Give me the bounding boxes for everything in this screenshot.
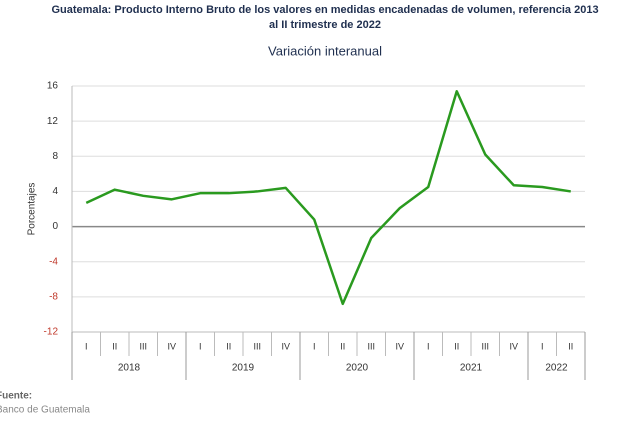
y-tick-label: 8 [52,151,58,162]
chart-title: al II trimestre de 2022 [269,19,381,31]
source-label: Fuente: [0,391,32,402]
y-tick-label: -4 [49,256,58,267]
chart-title: Guatemala: Producto Interno Bruto de los… [51,4,598,16]
x-tick-label: II [340,341,345,351]
x-tick-label: II [568,341,573,351]
y-tick-label: 0 [52,221,58,232]
x-tick-label: III [481,341,489,351]
x-tick-label: III [139,341,147,351]
y-tick-label: 16 [47,81,59,92]
x-tick-label: I [313,341,316,351]
x-tick-label: III [253,341,261,351]
source-text: Banco de Guatemala [0,405,90,416]
x-tick-label: IV [167,341,176,351]
x-tick-label: I [541,341,544,351]
x-tick-label: I [85,341,88,351]
x-tick-label: II [112,341,117,351]
x-tick-label: I [427,341,430,351]
x-group-label: 2021 [460,363,483,374]
x-tick-label: IV [509,341,518,351]
x-group-label: 2022 [545,363,568,374]
x-tick-label: IV [281,341,290,351]
x-group-label: 2019 [232,363,255,374]
chart-subtitle: Variación interanual [268,43,382,58]
x-tick-label: I [199,341,202,351]
x-tick-label: IV [395,341,404,351]
y-tick-label: 4 [52,186,58,197]
y-tick-label: -12 [44,327,59,338]
x-tick-label: II [454,341,459,351]
y-tick-label: -8 [49,291,58,302]
x-group-label: 2018 [118,363,141,374]
x-tick-label: III [367,341,375,351]
x-tick-label: II [226,341,231,351]
data-line [85,90,571,306]
y-tick-label: 12 [47,116,59,127]
x-group-label: 2020 [346,363,369,374]
y-axis-label: Porcentajes [27,183,38,236]
